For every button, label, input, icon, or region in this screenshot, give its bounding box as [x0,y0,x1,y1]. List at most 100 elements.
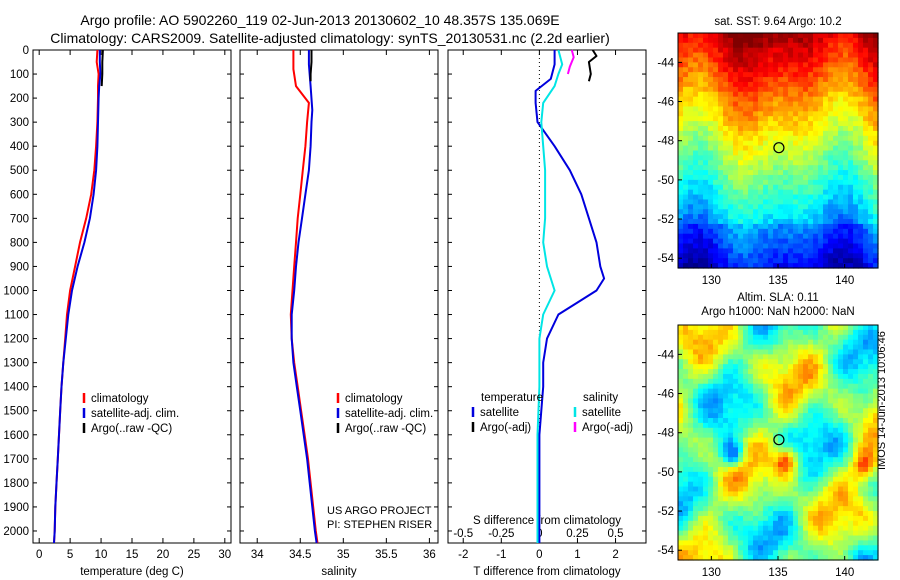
series-line-salinity-argo-adj- [566,49,575,75]
sla_map-xtick-label: 130 [702,567,721,579]
s-diff-tick-label: 0.5 [608,528,624,540]
depth-tick-label: 1200 [3,334,29,346]
difference-xtick-label: 1 [574,549,580,561]
salinity-axis-label: salinity [321,566,356,578]
depth-tick-label: 2000 [3,526,29,538]
salinity-xtick-label: 35 [337,549,350,561]
series-line-satellite-adj-clim- [53,50,102,544]
series-line-temperature-argo-adj- [587,49,598,82]
depth-tick-label: 1300 [3,358,29,370]
sla_map-xtick-label: 140 [835,567,854,579]
sst_map-argo-position-marker [773,142,785,154]
sst_map-ytick-label: -46 [657,97,674,109]
sst_map-ytick-label: -48 [657,136,674,148]
sst_map-xtick-label: 130 [702,275,721,287]
temperature-xtick-label: 20 [157,549,170,561]
temperature-xtick-label: 5 [67,549,73,561]
s-diff-axis-label: S difference from climatology [473,515,621,527]
difference-xtick-label: -2 [458,549,468,561]
profile-title: Argo profile: AO 5902260_119 02-Jun-2013… [80,12,560,28]
temp-legend-0-label: climatology [91,393,149,405]
salinity-xtick-label: 34 [251,549,264,561]
depth-tick-label: 100 [10,69,29,81]
depth-tick-label: 900 [10,261,29,273]
depth-tick-label: 1700 [3,454,29,466]
sst_map-xtick-label: 135 [768,275,787,287]
series-line-climatology [53,49,100,544]
sla_map-argo-position-marker [773,434,785,446]
sst-map-title: sat. SST: 9.64 Argo: 10.2 [714,16,842,28]
sla_map-ytick-label: -46 [657,389,674,401]
depth-tick-label: 1800 [3,478,29,490]
sla_map-ytick-label: -52 [657,506,674,518]
s-diff-tick-label: -0.5 [453,528,473,540]
series-line-argo-raw-qc- [309,50,313,82]
sst_map-ytick-label: -50 [657,175,674,187]
sla_map-cells [678,325,879,561]
diff-legend-t-argo-label: Argo(-adj) [480,422,531,434]
credit-project: US ARGO PROJECT [327,505,432,517]
sla_map-ytick-label: -48 [657,428,674,440]
salinity-xtick-label: 36 [423,549,436,561]
sst_map-xtick-label: 140 [835,275,854,287]
temperature-xtick-label: 15 [126,549,139,561]
sla_map-ytick-label: -54 [657,545,674,557]
depth-tick-label: 800 [10,237,29,249]
depth-tick-label: 1500 [3,406,29,418]
sla_map-ytick-label: -50 [657,467,674,479]
temperature-axis-label: temperature (deg C) [80,566,184,578]
depth-tick-label: 600 [10,189,29,201]
credit-pi: PI: STEPHEN RISER [327,519,433,531]
depth-tick-label: 1100 [4,310,29,322]
difference-plot-frame [447,49,647,544]
depth-tick-label: 0 [23,45,29,57]
temperature-plot-frame [32,49,232,544]
difference-xtick-label: 2 [612,549,618,561]
diff-legend-s-sat-label: satellite [582,407,621,419]
salinity-xtick-label: 34.5 [289,549,311,561]
diff-legend-header-salinity: salinity [583,392,618,404]
sla_map-xtick-label: 135 [768,567,787,579]
sla_map-ytick-label: -44 [657,349,674,361]
series-line-salinity-satellite [536,49,564,543]
sla-map-title-2: Argo h1000: NaN h2000: NaN [701,306,855,318]
difference-xtick-label: 0 [536,549,542,561]
depth-tick-label: 300 [10,117,29,129]
sst_map-ytick-label: -52 [657,214,674,226]
diff-legend-s-argo-label: Argo(-adj) [582,422,633,434]
depth-tick-label: 1900 [3,502,29,514]
sst_map-cells [678,33,879,269]
temperature-xtick-label: 10 [95,549,108,561]
temperature-xtick-label: 0 [36,549,42,561]
difference-axis-label: T difference from climatology [473,566,620,578]
salinity-xtick-label: 35.5 [375,549,397,561]
sal-legend-1-label: satellite-adj. clim. [345,408,433,420]
sal-legend-2-label: Argo(..raw -QC) [345,423,426,435]
temperature-xtick-label: 25 [187,549,200,561]
climatology-title: Climatology: CARS2009. Satellite-adjuste… [50,30,610,46]
difference-xtick-label: -1 [496,549,506,561]
depth-tick-label: 500 [10,165,29,177]
s-diff-tick-label: 0.25 [566,528,588,540]
depth-tick-label: 1400 [3,382,29,394]
diff-legend-t-sat-label: satellite [480,407,519,419]
depth-tick-label: 1000 [3,285,29,297]
temp-legend-2-label: Argo(..raw -QC) [91,423,172,435]
sst_map-ytick-label: -54 [657,253,674,265]
depth-tick-label: 700 [10,213,29,225]
depth-tick-label: 400 [10,141,29,153]
sal-legend-0-label: climatology [345,393,403,405]
depth-tick-label: 1600 [3,430,29,442]
depth-tick-label: 200 [10,93,29,105]
series-line-satellite-adj-clim- [290,50,318,544]
salinity-plot-frame [239,49,439,544]
diff-legend-header-temperature: temperature [481,392,543,404]
temperature-xtick-label: 30 [218,549,231,561]
series-line-argo-raw-qc- [100,49,104,87]
s-diff-tick-label: -0.25 [488,528,514,540]
series-line-climatology [289,50,319,544]
temp-legend-1-label: satellite-adj. clim. [91,408,179,420]
series-line-temperature-satellite [534,50,606,543]
sst_map-ytick-label: -44 [657,57,674,69]
